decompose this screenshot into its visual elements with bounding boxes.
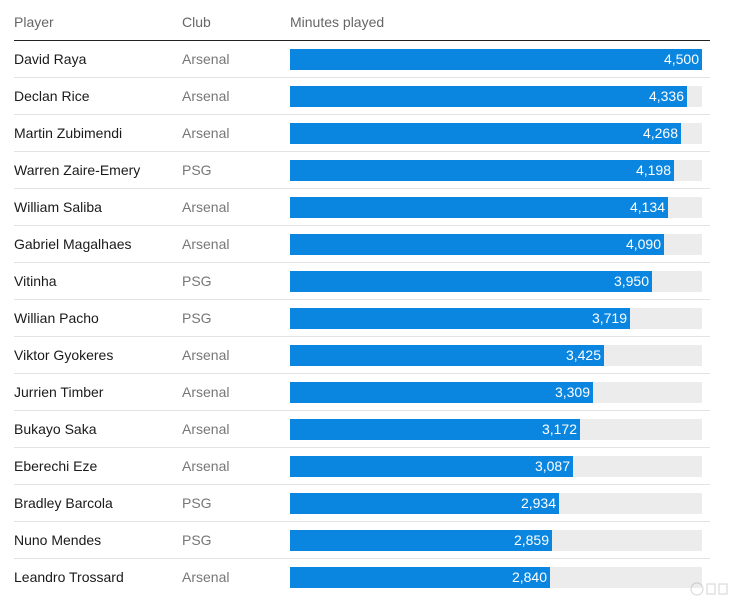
bar-track: 3,087 — [290, 456, 702, 477]
table-row: Jurrien Timber Arsenal 3,309 — [14, 374, 710, 411]
bar-value-label: 4,090 — [625, 236, 661, 252]
header-player: Player — [14, 14, 54, 30]
minutes-bar: 4,198 — [290, 160, 674, 181]
table-row: Martin Zubimendi Arsenal 4,268 — [14, 115, 710, 152]
minutes-bar: 2,859 — [290, 530, 552, 551]
bar-track: 4,336 — [290, 86, 702, 107]
club-name: PSG — [182, 162, 212, 178]
club-name: Arsenal — [182, 384, 230, 400]
bar-value-label: 4,268 — [642, 125, 678, 141]
player-name: Gabriel Magalhaes — [14, 236, 132, 252]
player-name: Willian Pacho — [14, 310, 99, 326]
player-name: Bukayo Saka — [14, 421, 97, 437]
player-name: Bradley Barcola — [14, 495, 113, 511]
minutes-bar: 2,934 — [290, 493, 559, 514]
table-row: William Saliba Arsenal 4,134 — [14, 189, 710, 226]
table-row: Viktor Gyokeres Arsenal 3,425 — [14, 337, 710, 374]
bar-track: 3,425 — [290, 345, 702, 366]
bar-value-label: 2,859 — [513, 532, 549, 548]
player-name: Declan Rice — [14, 88, 90, 104]
bar-value-label: 3,719 — [591, 310, 627, 326]
club-name: Arsenal — [182, 569, 230, 585]
club-name: Arsenal — [182, 458, 230, 474]
bar-track: 2,840 — [290, 567, 702, 588]
bar-track: 4,268 — [290, 123, 702, 144]
club-name: Arsenal — [182, 421, 230, 437]
club-name: Arsenal — [182, 236, 230, 252]
club-name: PSG — [182, 310, 212, 326]
table-row: Vitinha PSG 3,950 — [14, 263, 710, 300]
table-row: David Raya Arsenal 4,500 — [14, 41, 710, 78]
minutes-bar: 3,309 — [290, 382, 593, 403]
minutes-bar: 4,268 — [290, 123, 681, 144]
bar-track: 4,134 — [290, 197, 702, 218]
table-header: Player Club Minutes played — [14, 0, 710, 41]
bar-value-label: 4,336 — [648, 88, 684, 104]
player-name: Viktor Gyokeres — [14, 347, 114, 363]
club-name: Arsenal — [182, 88, 230, 104]
player-name: Nuno Mendes — [14, 532, 102, 548]
club-name: Arsenal — [182, 51, 230, 67]
bar-value-label: 2,840 — [511, 569, 547, 585]
player-name: Martin Zubimendi — [14, 125, 123, 141]
minutes-bar: 4,500 — [290, 49, 702, 70]
header-club: Club — [182, 14, 211, 30]
table-row: Willian Pacho PSG 3,719 — [14, 300, 710, 337]
minutes-bar: 3,950 — [290, 271, 652, 292]
minutes-bar: 3,425 — [290, 345, 604, 366]
table-row: Bradley Barcola PSG 2,934 — [14, 485, 710, 522]
club-name: Arsenal — [182, 125, 230, 141]
player-name: Leandro Trossard — [14, 569, 124, 585]
minutes-table: Player Club Minutes played David Raya Ars… — [14, 0, 710, 596]
bar-track: 4,090 — [290, 234, 702, 255]
minutes-bar: 4,336 — [290, 86, 687, 107]
bar-track: 3,950 — [290, 271, 702, 292]
club-name: PSG — [182, 495, 212, 511]
bar-track: 2,934 — [290, 493, 702, 514]
table-row: Warren Zaire-Emery PSG 4,198 — [14, 152, 710, 189]
header-minutes: Minutes played — [290, 14, 385, 30]
table-row: Bukayo Saka Arsenal 3,172 — [14, 411, 710, 448]
bar-track: 2,859 — [290, 530, 702, 551]
player-name: David Raya — [14, 51, 87, 67]
bar-value-label: 3,087 — [534, 458, 570, 474]
minutes-bar: 4,090 — [290, 234, 664, 255]
player-name: Vitinha — [14, 273, 57, 289]
table-row: Leandro Trossard Arsenal 2,840 — [14, 559, 710, 596]
player-name: Eberechi Eze — [14, 458, 98, 474]
minutes-bar: 2,840 — [290, 567, 550, 588]
player-name: Jurrien Timber — [14, 384, 104, 400]
bar-value-label: 4,198 — [635, 162, 671, 178]
bar-value-label: 3,172 — [541, 421, 577, 437]
minutes-bar: 3,087 — [290, 456, 573, 477]
watermark-logo-icon — [690, 582, 728, 596]
table-row: Nuno Mendes PSG 2,859 — [14, 522, 710, 559]
bar-track: 3,719 — [290, 308, 702, 329]
bar-track: 4,198 — [290, 160, 702, 181]
player-name: William Saliba — [14, 199, 102, 215]
bar-value-label: 4,134 — [629, 199, 665, 215]
bar-value-label: 2,934 — [520, 495, 556, 511]
minutes-bar: 3,719 — [290, 308, 630, 329]
bar-track: 3,309 — [290, 382, 702, 403]
bar-value-label: 3,950 — [613, 273, 649, 289]
minutes-bar: 3,172 — [290, 419, 580, 440]
bar-track: 4,500 — [290, 49, 702, 70]
table-row: Gabriel Magalhaes Arsenal 4,090 — [14, 226, 710, 263]
club-name: PSG — [182, 532, 212, 548]
minutes-bar: 4,134 — [290, 197, 668, 218]
player-name: Warren Zaire-Emery — [14, 162, 141, 178]
table-body: David Raya Arsenal 4,500 Declan Rice Arsenal… — [14, 41, 710, 596]
bar-value-label: 4,500 — [663, 51, 699, 67]
bar-value-label: 3,309 — [554, 384, 590, 400]
club-name: Arsenal — [182, 347, 230, 363]
club-name: PSG — [182, 273, 212, 289]
bar-track: 3,172 — [290, 419, 702, 440]
bar-value-label: 3,425 — [565, 347, 601, 363]
club-name: Arsenal — [182, 199, 230, 215]
table-row: Declan Rice Arsenal 4,336 — [14, 78, 710, 115]
table-row: Eberechi Eze Arsenal 3,087 — [14, 448, 710, 485]
